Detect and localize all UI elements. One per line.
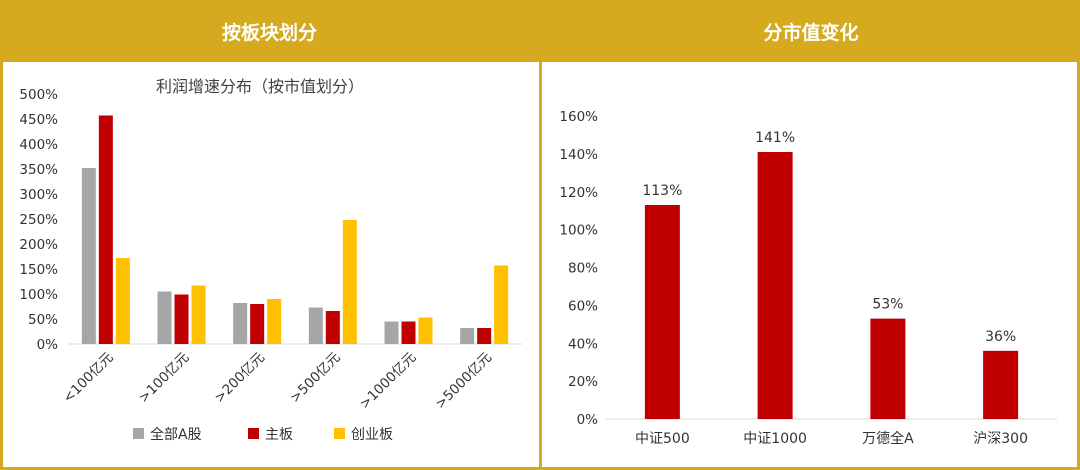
legend-swatch [248, 428, 259, 439]
right-panel: 分市值变化 0% 20% 40% 60% 80% 100% 120% 140% 160% 113%… [542, 0, 1080, 470]
legend-swatch [133, 428, 144, 439]
y-tick-label: 500% [19, 87, 58, 103]
bar [81, 168, 96, 344]
x-tick-label: >5000亿元 [432, 350, 495, 413]
y-tick-label: 300% [19, 187, 58, 203]
bar [267, 299, 282, 344]
y-tick-label: 20% [568, 374, 598, 390]
right-chart: 0% 20% 40% 60% 80% 100% 120% 140% 160% 113% 中证500 1… [559, 109, 1057, 447]
legend-label: 主板 [265, 427, 293, 443]
bar [757, 151, 793, 419]
y-tick-label: 60% [568, 298, 598, 314]
bar [250, 304, 265, 344]
y-tick-label: 250% [19, 212, 58, 228]
data-label: 113% [642, 183, 682, 199]
bar [98, 115, 113, 344]
bar [477, 328, 492, 344]
y-tick-label: 450% [19, 112, 58, 128]
y-tick-label: 150% [19, 262, 58, 278]
bar [384, 321, 399, 344]
bar [460, 328, 475, 344]
panel-divider [539, 0, 542, 470]
bar [191, 285, 206, 344]
y-tick-label: 140% [559, 147, 598, 163]
bar [983, 350, 1019, 419]
x-tick-label: 沪深300 [973, 431, 1028, 447]
data-label: 53% [872, 297, 903, 313]
legend-label: 全部A股 [150, 426, 202, 443]
bar [644, 205, 680, 419]
y-tick-label: 0% [37, 337, 59, 353]
x-tick-label: >200亿元 [211, 350, 268, 407]
x-tick-label: <100亿元 [60, 350, 117, 407]
data-label: 36% [985, 329, 1016, 345]
bar [418, 317, 433, 344]
bar [325, 311, 340, 344]
bar [401, 321, 416, 344]
y-tick-label: 100% [559, 223, 598, 239]
right-panel-header: 分市值变化 [542, 0, 1080, 62]
y-tick-label: 400% [19, 137, 58, 153]
x-tick-label: >100亿元 [136, 350, 193, 407]
left-panel-header: 按板块划分 [0, 0, 539, 62]
bar [342, 220, 357, 344]
bar [308, 307, 323, 344]
bar [174, 294, 189, 344]
y-tick-label: 120% [559, 185, 598, 201]
bar [494, 265, 509, 344]
x-tick-label: >500亿元 [287, 350, 344, 407]
y-tick-label: 100% [19, 287, 58, 303]
y-tick-label: 0% [577, 412, 599, 428]
y-tick-label: 40% [568, 336, 598, 352]
y-tick-label: 350% [19, 162, 58, 178]
y-tick-label: 200% [19, 237, 58, 253]
bar [157, 291, 172, 344]
chart-title: 利润增速分布（按市值划分） [156, 77, 364, 96]
x-tick-label: >1000亿元 [357, 350, 420, 413]
legend-label: 创业板 [351, 427, 393, 443]
y-tick-label: 50% [28, 312, 58, 328]
legend-swatch [334, 428, 345, 439]
y-tick-label: 80% [568, 261, 598, 277]
left-chart: 利润增速分布（按市值划分） 0% 50% 100% 150% 200% 250% 300% 35… [19, 77, 522, 443]
x-tick-label: 中证1000 [743, 431, 807, 447]
bar [870, 318, 906, 419]
y-tick-label: 160% [559, 109, 598, 125]
x-tick-label: 万德全A [862, 430, 914, 447]
data-label: 141% [755, 130, 795, 146]
bar [233, 303, 248, 344]
bar [115, 258, 130, 344]
x-tick-label: 中证500 [635, 431, 690, 447]
left-panel: 按板块划分 利润增速分布（按市值划分） 0% 50% 100% 150% 200% 250%… [0, 0, 539, 470]
